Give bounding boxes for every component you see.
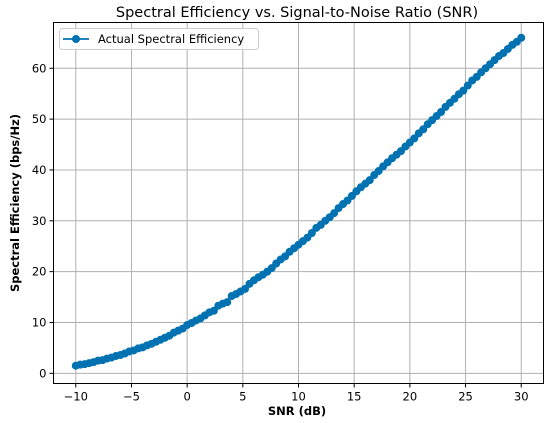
legend: Actual Spectral Efficiency bbox=[59, 28, 259, 50]
y-tick-label: 0 bbox=[39, 366, 46, 380]
x-axis-label: SNR (dB) bbox=[268, 404, 326, 418]
x-tick-label: −5 bbox=[123, 390, 140, 404]
y-tick-label: 60 bbox=[32, 61, 47, 75]
x-tick-label: 20 bbox=[403, 390, 418, 404]
legend-marker-swatch bbox=[72, 35, 80, 43]
x-tick-label: 25 bbox=[458, 390, 473, 404]
data-point bbox=[223, 298, 232, 307]
y-tick-label: 10 bbox=[32, 315, 47, 329]
y-axis-label: Spectral Efficiency (bps/Hz) bbox=[8, 114, 22, 292]
chart-title: Spectral Efficiency vs. Signal-to-Noise … bbox=[116, 5, 478, 21]
x-tick-label: 30 bbox=[514, 390, 529, 404]
y-tick-label: 30 bbox=[32, 214, 47, 228]
grid bbox=[53, 22, 544, 384]
x-tick-label: −10 bbox=[64, 390, 88, 404]
x-tick-label: 5 bbox=[239, 390, 246, 404]
data-point bbox=[517, 33, 526, 42]
y-axis: 0 10 20 30 40 50 60 bbox=[32, 61, 54, 380]
y-tick-label: 40 bbox=[32, 163, 47, 177]
x-tick-label: 0 bbox=[183, 390, 190, 404]
x-tick-label: 15 bbox=[347, 390, 362, 404]
legend-label: Actual Spectral Efficiency bbox=[98, 32, 244, 46]
x-tick-label: 10 bbox=[291, 390, 306, 404]
legend-box bbox=[59, 28, 259, 50]
y-tick-label: 50 bbox=[32, 112, 47, 126]
x-axis: −10 −5 0 5 10 15 20 25 30 bbox=[64, 383, 529, 404]
series-layer bbox=[71, 33, 526, 370]
y-tick-label: 20 bbox=[32, 265, 47, 279]
